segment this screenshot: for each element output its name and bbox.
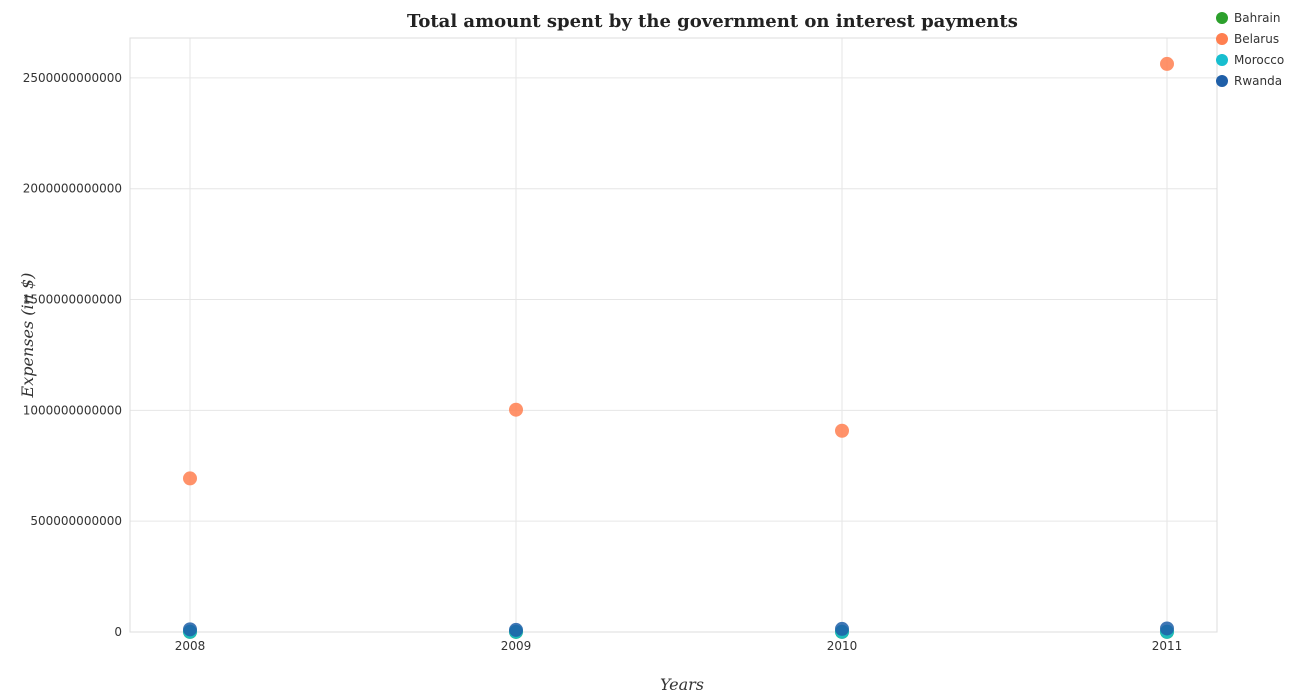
x-tick-label: 2009 [501, 639, 532, 653]
y-gridlines [130, 77, 1217, 633]
legend-marker-morocco [1216, 54, 1228, 66]
y-tick-label: 2000000000000 [23, 182, 122, 196]
legend-label-bahrain: Bahrain [1234, 11, 1280, 25]
legend-marker-bahrain [1216, 12, 1228, 24]
point-rwanda [835, 621, 849, 636]
y-tick-label: 1000000000000 [23, 403, 122, 417]
point-belarus [1160, 56, 1174, 71]
x-axis-label: Years [660, 675, 704, 694]
legend-marker-belarus [1216, 33, 1228, 45]
point-rwanda [1160, 621, 1174, 636]
point-rwanda [509, 622, 523, 637]
legend: Bahrain Belarus Morocco Rwanda [1216, 11, 1284, 88]
plot-frame [129, 37, 1218, 633]
point-belarus [835, 423, 849, 438]
x-axis-ticks: 2008 2009 2010 2011 [175, 639, 1183, 653]
x-gridlines [189, 38, 1168, 632]
legend-label-morocco: Morocco [1234, 53, 1284, 67]
point-belarus [509, 402, 523, 417]
legend-marker-rwanda [1216, 75, 1228, 87]
y-axis-ticks: 0 500000000000 1000000000000 1500000000000 2… [23, 71, 122, 639]
legend-label-belarus: Belarus [1234, 32, 1279, 46]
y-tick-label: 500000000000 [30, 514, 122, 528]
y-tick-label: 2500000000000 [23, 71, 122, 85]
x-tick-label: 2010 [827, 639, 858, 653]
y-tick-label: 1500000000000 [23, 293, 122, 307]
chart-title: Total amount spent by the government on … [407, 11, 1018, 32]
point-rwanda [183, 622, 197, 637]
point-belarus [183, 471, 197, 486]
data-points [183, 56, 1174, 639]
y-axis-label: Expenses (in $) [18, 273, 37, 399]
x-tick-label: 2011 [1152, 639, 1183, 653]
legend-label-rwanda: Rwanda [1234, 74, 1282, 88]
y-tick-label: 0 [114, 625, 122, 639]
x-tick-label: 2008 [175, 639, 206, 653]
